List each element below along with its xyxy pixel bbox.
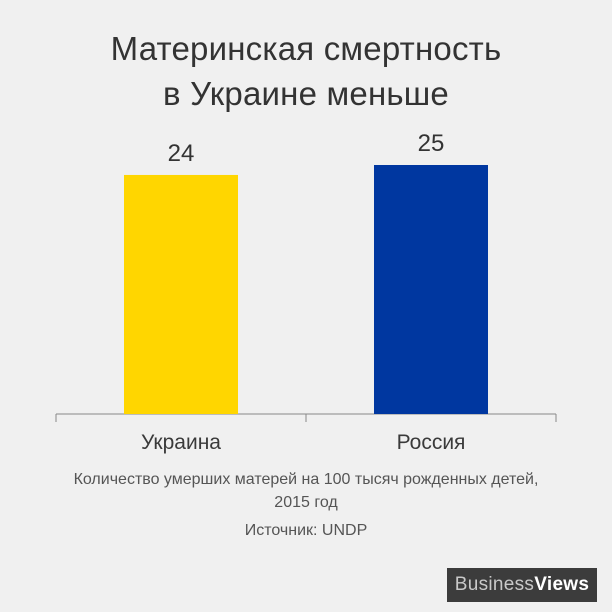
- category-label: Россия: [397, 431, 466, 454]
- businessviews-logo: Business Views: [447, 568, 597, 602]
- bar-value-label: 25: [418, 130, 445, 157]
- logo-text-business: Business: [454, 574, 535, 595]
- logo-text-views: Views: [534, 574, 590, 595]
- caption-line-2: 2015 год: [274, 494, 338, 511]
- chart-title-line-2: в Украине меньше: [163, 75, 449, 112]
- bar-1: [124, 174, 238, 414]
- chart-title-line-1: Материнская смертность: [110, 30, 502, 67]
- source-note: Источник: UNDP: [244, 522, 368, 539]
- bar-value-label: 24: [168, 140, 195, 167]
- category-label: Украина: [141, 431, 221, 454]
- caption-line-1: Количество умерших матерей на 100 тысяч …: [73, 471, 539, 488]
- bar-2: [374, 165, 488, 414]
